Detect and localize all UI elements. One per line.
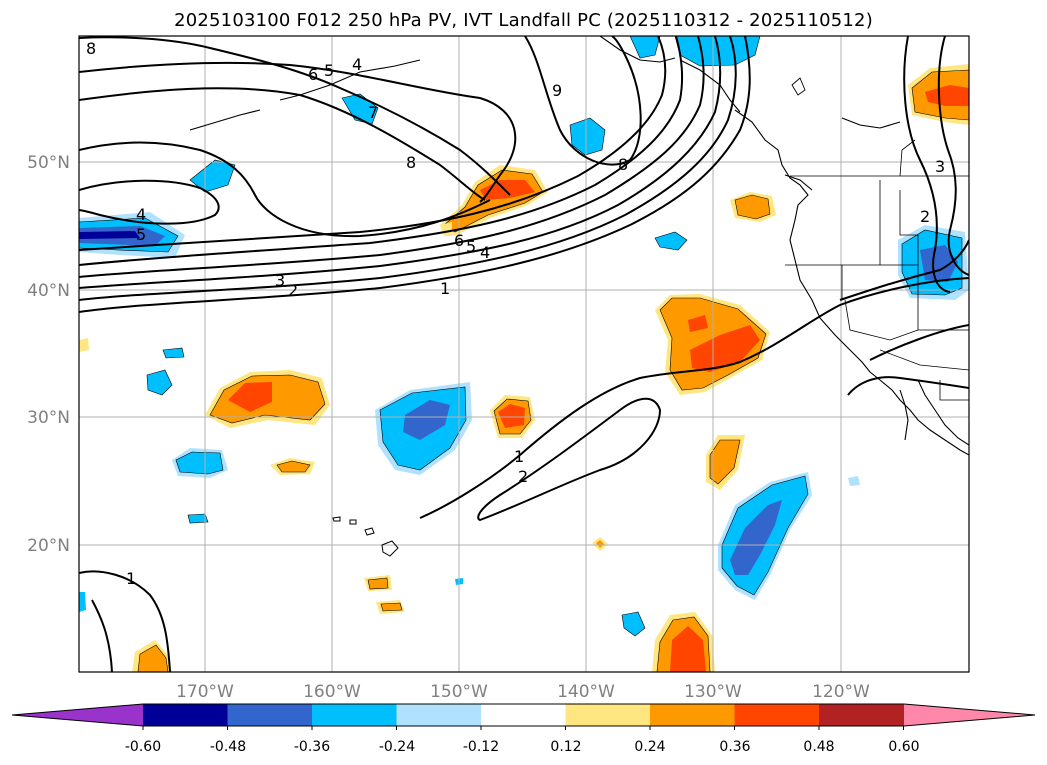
lat-label: 40°N bbox=[27, 281, 70, 301]
colorbar-segment bbox=[227, 704, 313, 726]
lon-label: 160°W bbox=[303, 682, 361, 702]
negative-anomaly bbox=[146, 369, 173, 396]
contour-label: 8 bbox=[406, 153, 416, 172]
positive-anomaly bbox=[228, 382, 272, 412]
colorbar-segment bbox=[819, 704, 904, 726]
colorbar-segment bbox=[481, 704, 566, 726]
colorbar bbox=[11, 703, 1036, 730]
lon-label: 150°W bbox=[430, 682, 488, 702]
longitude-labels: 170°W 160°W 150°W 140°W 130°W 120°W bbox=[176, 682, 870, 702]
contour-label: 8 bbox=[618, 155, 628, 174]
positive-anomaly bbox=[79, 338, 89, 352]
positive-anomaly bbox=[137, 644, 169, 672]
negative-anomaly bbox=[79, 592, 86, 612]
positive-anomaly bbox=[380, 602, 403, 612]
contour-label: 2 bbox=[920, 207, 930, 226]
contour-label: 2 bbox=[288, 281, 298, 300]
positive-anomaly bbox=[498, 404, 525, 428]
colorbar-segment bbox=[565, 704, 651, 726]
positive-anomaly bbox=[709, 439, 741, 485]
colorbar-tick-label: 0.12 bbox=[550, 739, 581, 755]
colorbar-segment bbox=[650, 704, 735, 726]
hawaii-islands bbox=[332, 516, 399, 557]
contour-label: 5 bbox=[136, 225, 146, 244]
contour-label: 3 bbox=[275, 271, 285, 290]
colorbar-tick-label: 0.60 bbox=[888, 739, 919, 755]
map-frame bbox=[78, 35, 970, 673]
lat-label: 30°N bbox=[27, 408, 70, 428]
negative-anomaly bbox=[187, 513, 209, 524]
contour-label: 1 bbox=[440, 279, 450, 298]
contour-label: 8 bbox=[86, 39, 96, 58]
lon-label: 170°W bbox=[176, 682, 234, 702]
colorbar-tick-label: 0.48 bbox=[803, 739, 834, 755]
negative-anomaly bbox=[403, 400, 450, 440]
positive-anomaly bbox=[734, 194, 771, 220]
positive-anomaly bbox=[690, 325, 760, 372]
contour-label: 6 bbox=[454, 231, 464, 250]
colorbar-segment bbox=[734, 704, 820, 726]
lon-label: 130°W bbox=[684, 682, 742, 702]
negative-anomaly bbox=[730, 500, 782, 575]
negative-anomaly bbox=[569, 117, 606, 156]
contour-label: 5 bbox=[324, 61, 334, 80]
negative-anomaly bbox=[621, 611, 646, 637]
negative-anomaly bbox=[654, 231, 688, 251]
negative-anomaly bbox=[629, 36, 661, 59]
colorbar-tick-label: -0.36 bbox=[294, 739, 330, 755]
colorbar-segment bbox=[143, 704, 228, 726]
contour-label: 4 bbox=[480, 243, 490, 262]
contour-label: 1 bbox=[514, 447, 524, 466]
latitude-labels: 50°N 40°N 30°N 20°N bbox=[27, 153, 70, 556]
colorbar-tick-label: -0.60 bbox=[125, 739, 161, 755]
positive-anomaly bbox=[596, 540, 604, 548]
contour-labels: 8 6 5 4 7 9 8 8 4 5 6 5 4 3 2 1 1 2 1 3 … bbox=[86, 39, 945, 588]
map-panel: 8 6 5 4 7 9 8 8 4 5 6 5 4 3 2 1 1 2 1 3 … bbox=[79, 36, 969, 672]
colorbar-extend-max bbox=[904, 704, 1035, 726]
colorbar-tick-label: 0.24 bbox=[634, 739, 665, 755]
negative-anomaly bbox=[79, 231, 140, 239]
colorbar-ticks: -0.60 -0.48 -0.36 -0.24 -0.12 0.12 0.24 … bbox=[125, 739, 920, 755]
contour-label: 9 bbox=[552, 81, 562, 100]
positive-anomaly bbox=[367, 577, 389, 590]
lat-label: 50°N bbox=[27, 153, 70, 173]
positive-anomaly bbox=[276, 460, 311, 473]
colorbar-segment bbox=[396, 704, 482, 726]
colorbar-tick-label: 0.36 bbox=[719, 739, 750, 755]
colorbar-extend-min bbox=[12, 704, 143, 726]
colorbar-tick-label: -0.48 bbox=[210, 739, 246, 755]
contour-label: 2 bbox=[518, 467, 528, 486]
negative-anomaly bbox=[175, 451, 224, 475]
contours bbox=[79, 36, 969, 672]
contour-label: 4 bbox=[352, 55, 362, 74]
contour-label: 1 bbox=[126, 569, 136, 588]
colorbar-tick-label: -0.24 bbox=[379, 739, 415, 755]
contour-label: 4 bbox=[136, 205, 146, 224]
contour-label: 6 bbox=[308, 65, 318, 84]
lat-label: 20°N bbox=[27, 536, 70, 556]
lon-label: 120°W bbox=[812, 682, 870, 702]
contour-label: 3 bbox=[935, 157, 945, 176]
contour-label: 7 bbox=[368, 103, 378, 122]
positive-anomaly bbox=[670, 626, 706, 672]
positive-anomaly bbox=[925, 85, 969, 106]
colorbar-tick-label: -0.12 bbox=[463, 739, 499, 755]
positive-anomaly bbox=[688, 315, 708, 332]
colorbar-segment bbox=[312, 704, 397, 726]
lon-label: 140°W bbox=[557, 682, 615, 702]
negative-anomaly bbox=[162, 347, 185, 359]
map-title: 2025103100 F012 250 hPa PV, IVT Landfall… bbox=[174, 10, 873, 31]
negative-anomaly bbox=[848, 476, 860, 486]
contour-label: 5 bbox=[466, 237, 476, 256]
